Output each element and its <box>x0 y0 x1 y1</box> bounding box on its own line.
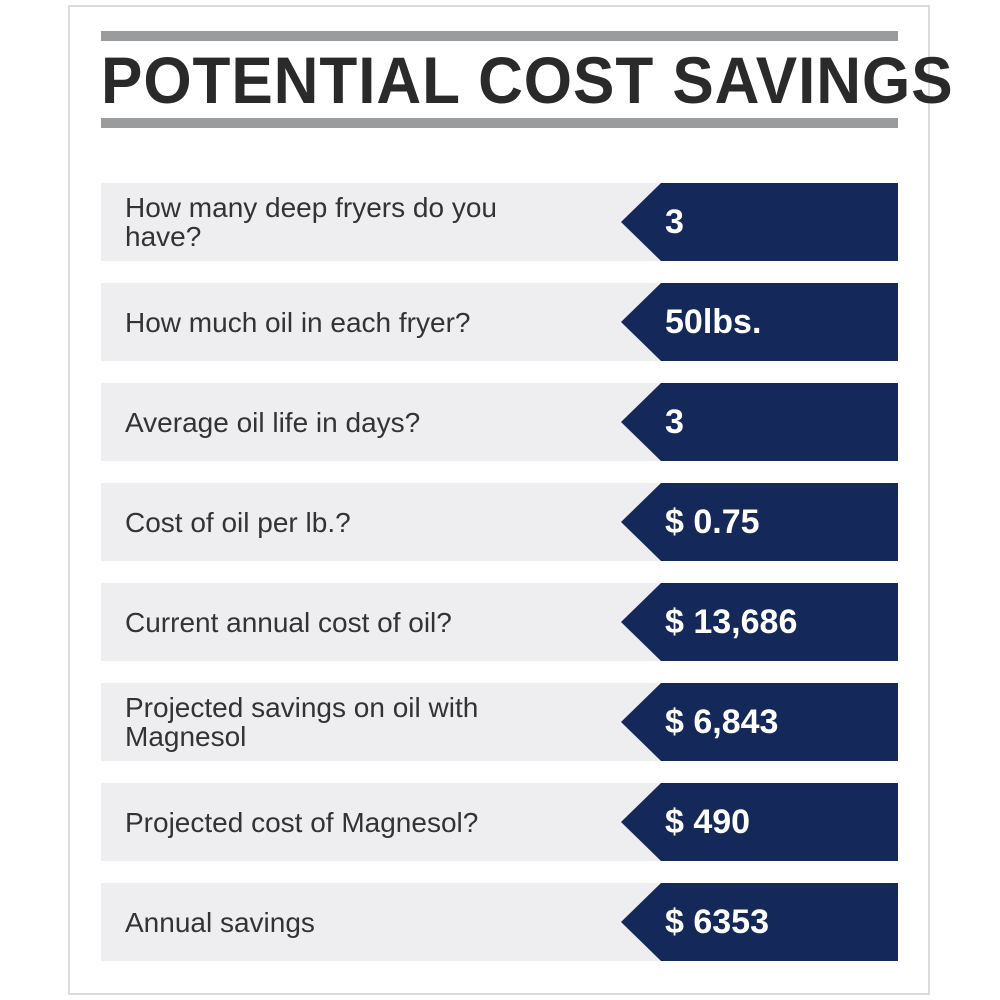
answer-value: $ 6353 <box>665 902 769 941</box>
answer-value: 3 <box>665 202 684 241</box>
question-cell: How many deep fryers do you have? <box>101 183 661 261</box>
question-label: Current annual cost of oil? <box>125 606 452 638</box>
table-row: Cost of oil per lb.? $ 0.75 <box>101 483 898 561</box>
question-label: Cost of oil per lb.? <box>125 506 351 538</box>
question-cell: Projected cost of Magnesol? <box>101 783 661 861</box>
table-row: How many deep fryers do you have? 3 <box>101 183 898 261</box>
title-top-rule <box>101 31 898 41</box>
answer-value: $ 0.75 <box>665 502 760 541</box>
page-title: POTENTIAL COST SAVINGS <box>101 43 954 117</box>
answer-cell: 50lbs. <box>621 283 898 361</box>
table-row: How much oil in each fryer? 50lbs. <box>101 283 898 361</box>
table-row: Average oil life in days? 3 <box>101 383 898 461</box>
title-bottom-rule <box>101 118 898 128</box>
table-row: Projected cost of Magnesol? $ 490 <box>101 783 898 861</box>
table-row: Current annual cost of oil? $ 13,686 <box>101 583 898 661</box>
table-row: Projected savings on oil with Magnesol $… <box>101 683 898 761</box>
answer-cell: $ 6,843 <box>621 683 898 761</box>
question-label: Projected savings on oil with Magnesol <box>125 692 479 752</box>
answer-cell: $ 13,686 <box>621 583 898 661</box>
answer-value: 3 <box>665 402 684 441</box>
question-cell: How much oil in each fryer? <box>101 283 661 361</box>
answer-value: $ 13,686 <box>665 602 798 641</box>
question-label: Average oil life in days? <box>125 406 421 438</box>
answer-cell: $ 490 <box>621 783 898 861</box>
question-cell: Projected savings on oil with Magnesol <box>101 683 661 761</box>
question-label: How many deep fryers do you have? <box>125 192 497 252</box>
answer-value: $ 6,843 <box>665 702 779 741</box>
question-cell: Current annual cost of oil? <box>101 583 661 661</box>
question-label: How much oil in each fryer? <box>125 306 471 338</box>
savings-table: How many deep fryers do you have? 3 How … <box>101 183 898 983</box>
question-label: Annual savings <box>125 906 315 938</box>
answer-cell: 3 <box>621 183 898 261</box>
answer-cell: $ 6353 <box>621 883 898 961</box>
table-row: Annual savings $ 6353 <box>101 883 898 961</box>
answer-cell: 3 <box>621 383 898 461</box>
answer-value: 50lbs. <box>665 302 762 341</box>
answer-cell: $ 0.75 <box>621 483 898 561</box>
question-label: Projected cost of Magnesol? <box>125 806 479 838</box>
answer-value: $ 490 <box>665 802 751 841</box>
question-cell: Annual savings <box>101 883 661 961</box>
question-cell: Cost of oil per lb.? <box>101 483 661 561</box>
question-cell: Average oil life in days? <box>101 383 661 461</box>
